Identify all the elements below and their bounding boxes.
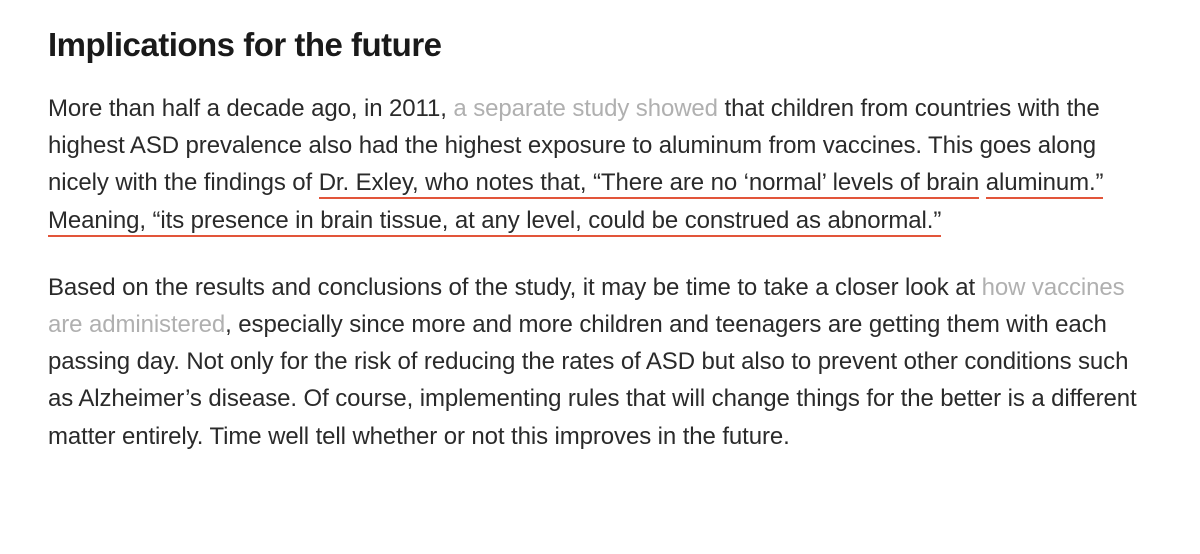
paragraph-1: More than half a decade ago, in 2011, a … [48, 90, 1152, 239]
text-run: More than half a decade ago, in 2011, [48, 95, 453, 122]
study-link[interactable]: a separate study showed [453, 95, 718, 122]
section-heading: Implications for the future [48, 26, 1152, 64]
text-run: Based on the results and conclusions of … [48, 274, 982, 301]
text-run [979, 169, 986, 196]
paragraph-2: Based on the results and conclusions of … [48, 269, 1152, 455]
highlighted-text: Dr. Exley, who notes that, “There are no… [319, 169, 979, 199]
